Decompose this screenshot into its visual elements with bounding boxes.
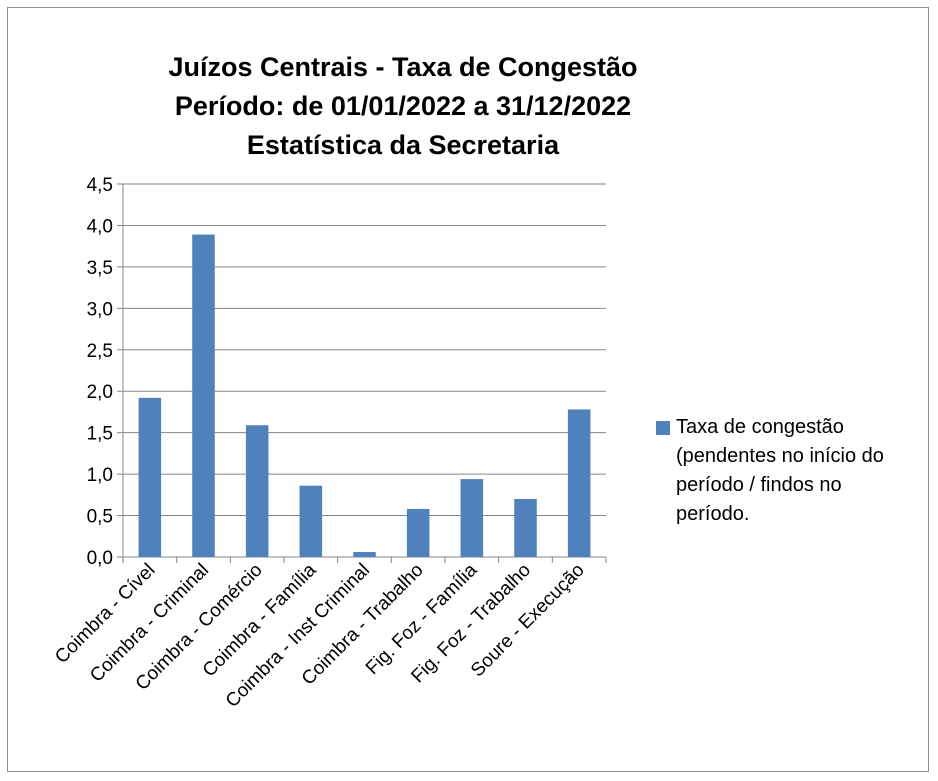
- bar: [245, 425, 269, 557]
- chart-title-line-3: Estatística da Secretaria: [246, 130, 560, 160]
- chart-frame: Juízos Centrais - Taxa de Congestão Perí…: [7, 7, 929, 772]
- legend-swatch: [656, 421, 670, 435]
- y-tick-label: 0,0: [87, 548, 113, 569]
- bar: [192, 234, 215, 557]
- bar: [299, 485, 323, 557]
- y-tick-label: 0,5: [87, 507, 113, 528]
- chart-title: Juízos Centrais - Taxa de Congestão Perí…: [8, 48, 798, 165]
- y-tick-label: 3,5: [87, 258, 113, 279]
- y-tick-label: 2,5: [87, 341, 113, 362]
- chart-title-line-2: Período: de 01/01/2022 a 31/12/2022: [174, 91, 632, 121]
- bar: [567, 409, 591, 557]
- y-tick-label: 3,0: [87, 299, 113, 320]
- bar: [138, 397, 162, 557]
- y-tick-label: 4,0: [87, 216, 113, 237]
- bar: [353, 552, 376, 557]
- y-tick-label: 4,5: [87, 175, 113, 196]
- y-tick-label: 1,0: [87, 465, 113, 486]
- legend-label: Taxa de congestão (pendentes no início d…: [676, 416, 884, 525]
- bar: [460, 479, 484, 557]
- bar: [406, 508, 430, 557]
- chart-title-line-1: Juízos Centrais - Taxa de Congestão: [168, 52, 638, 82]
- y-tick-label: 2,0: [87, 382, 113, 403]
- y-tick-label: 1,5: [87, 424, 113, 445]
- bar: [514, 498, 537, 557]
